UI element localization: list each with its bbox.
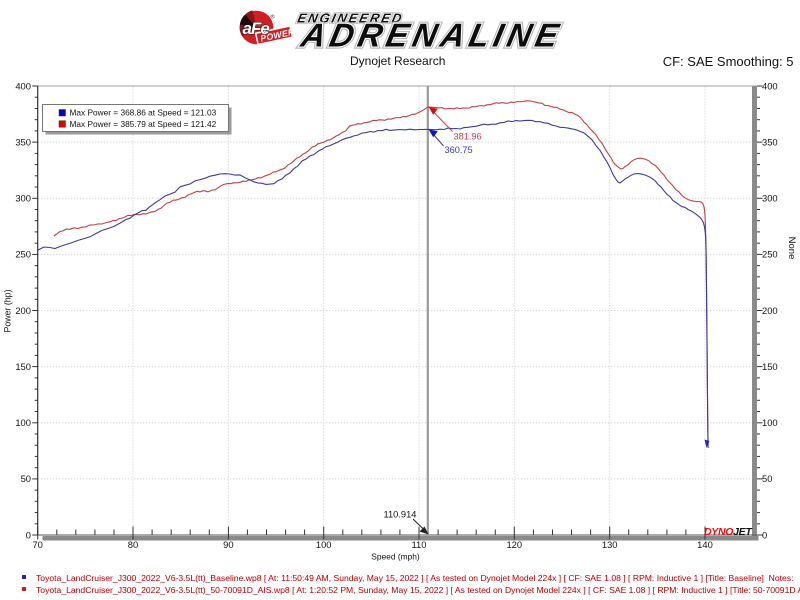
svg-text:400: 400 — [762, 80, 778, 91]
svg-text:Speed (mph): Speed (mph) — [371, 552, 420, 562]
svg-text:200: 200 — [15, 305, 31, 316]
svg-text:110: 110 — [412, 539, 427, 550]
svg-text:DYNOJET: DYNOJET — [704, 526, 753, 538]
svg-text:70: 70 — [32, 539, 42, 550]
svg-text:360.75: 360.75 — [445, 145, 473, 155]
svg-text:300: 300 — [15, 193, 31, 204]
svg-text:300: 300 — [762, 193, 778, 204]
svg-text:Max Power = 368.86 at Speed =: Max Power = 368.86 at Speed = 121.03 — [70, 108, 217, 118]
svg-text:ADRENALINE: ADRENALINE — [297, 18, 566, 55]
svg-text:Max Power = 385.79 at Speed =: Max Power = 385.79 at Speed = 121.42 — [70, 119, 217, 129]
svg-text:140: 140 — [697, 539, 713, 550]
svg-text:400: 400 — [15, 80, 31, 91]
svg-text:None: None — [786, 237, 797, 260]
svg-text:350: 350 — [15, 136, 31, 147]
svg-text:110.914: 110.914 — [384, 510, 417, 520]
svg-text:250: 250 — [762, 249, 778, 260]
svg-text:100: 100 — [316, 539, 332, 550]
svg-text:0: 0 — [762, 529, 767, 540]
svg-text:100: 100 — [15, 417, 31, 428]
svg-text:ENGINEERED: ENGINEERED — [296, 11, 405, 26]
svg-text:Power (hp): Power (hp) — [3, 289, 13, 332]
svg-text:80: 80 — [128, 539, 138, 550]
svg-text:aFe: aFe — [243, 19, 270, 38]
svg-text:350: 350 — [762, 136, 778, 147]
svg-text:®: ® — [271, 14, 275, 21]
svg-text:130: 130 — [602, 539, 618, 550]
svg-text:150: 150 — [762, 361, 778, 372]
svg-text:150: 150 — [15, 361, 31, 372]
svg-text:0: 0 — [26, 529, 31, 540]
svg-text:ENGINEERED: ENGINEERED — [296, 11, 405, 26]
svg-text:200: 200 — [762, 305, 778, 316]
svg-text:50: 50 — [21, 473, 31, 484]
svg-text:120: 120 — [506, 539, 522, 550]
svg-text:250: 250 — [15, 249, 31, 260]
svg-text:381.96: 381.96 — [454, 132, 482, 142]
svg-text:90: 90 — [223, 539, 233, 550]
svg-text:ADRENALINE: ADRENALINE — [297, 18, 566, 55]
svg-text:50: 50 — [762, 473, 772, 484]
svg-text:100: 100 — [762, 417, 778, 428]
